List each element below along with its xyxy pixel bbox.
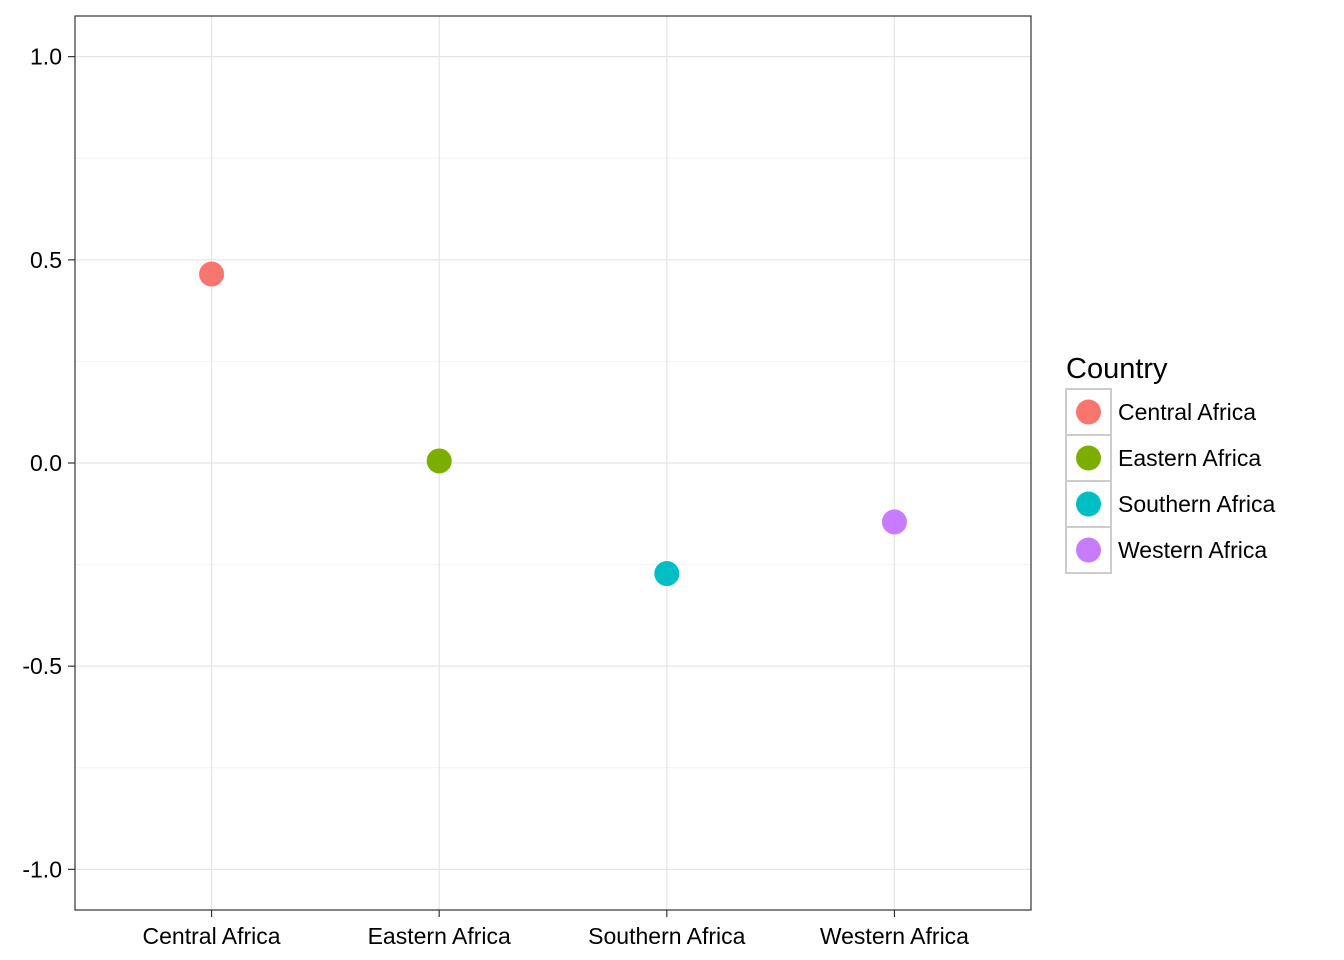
y-tick-label: 1.0 bbox=[30, 44, 62, 70]
y-tick-label: -0.5 bbox=[22, 653, 62, 679]
legend-items: Central Africa Eastern Africa Southern Afr… bbox=[1065, 388, 1275, 574]
data-point bbox=[426, 448, 452, 474]
legend-label: Eastern Africa bbox=[1118, 445, 1261, 471]
points bbox=[199, 261, 907, 587]
data-point bbox=[199, 261, 225, 287]
x-tick-label: Central Africa bbox=[143, 923, 281, 949]
data-point bbox=[654, 561, 680, 587]
grid-minor bbox=[75, 157, 1031, 769]
y-tick-label: 0.5 bbox=[30, 247, 62, 273]
x-axis: Central Africa Eastern Africa Southern Afr… bbox=[143, 910, 969, 949]
y-tick-label: 0.0 bbox=[30, 450, 62, 476]
x-tick-label: Eastern Africa bbox=[368, 923, 511, 949]
legend-label: Southern Africa bbox=[1118, 491, 1275, 517]
legend: Country Central Africa Eastern Africa Sout… bbox=[1065, 353, 1275, 574]
legend-label: Western Africa bbox=[1118, 537, 1267, 563]
y-axis: 1.0 0.5 0.0 -0.5 -1.0 bbox=[22, 44, 75, 882]
data-point bbox=[881, 509, 907, 535]
legend-swatch bbox=[1076, 399, 1101, 425]
legend-item: Eastern Africa bbox=[1065, 434, 1261, 482]
legend-swatch bbox=[1076, 537, 1101, 563]
x-tick-label: Western Africa bbox=[820, 923, 969, 949]
legend-label: Central Africa bbox=[1118, 399, 1256, 425]
legend-swatch bbox=[1076, 491, 1101, 517]
legend-item: Central Africa bbox=[1065, 388, 1256, 436]
x-tick-label: Southern Africa bbox=[588, 923, 745, 949]
legend-swatch bbox=[1076, 445, 1101, 471]
legend-item: Southern Africa bbox=[1065, 480, 1275, 528]
legend-title: Country bbox=[1066, 353, 1168, 385]
y-tick-label: -1.0 bbox=[22, 856, 62, 882]
legend-item: Western Africa bbox=[1065, 526, 1267, 574]
